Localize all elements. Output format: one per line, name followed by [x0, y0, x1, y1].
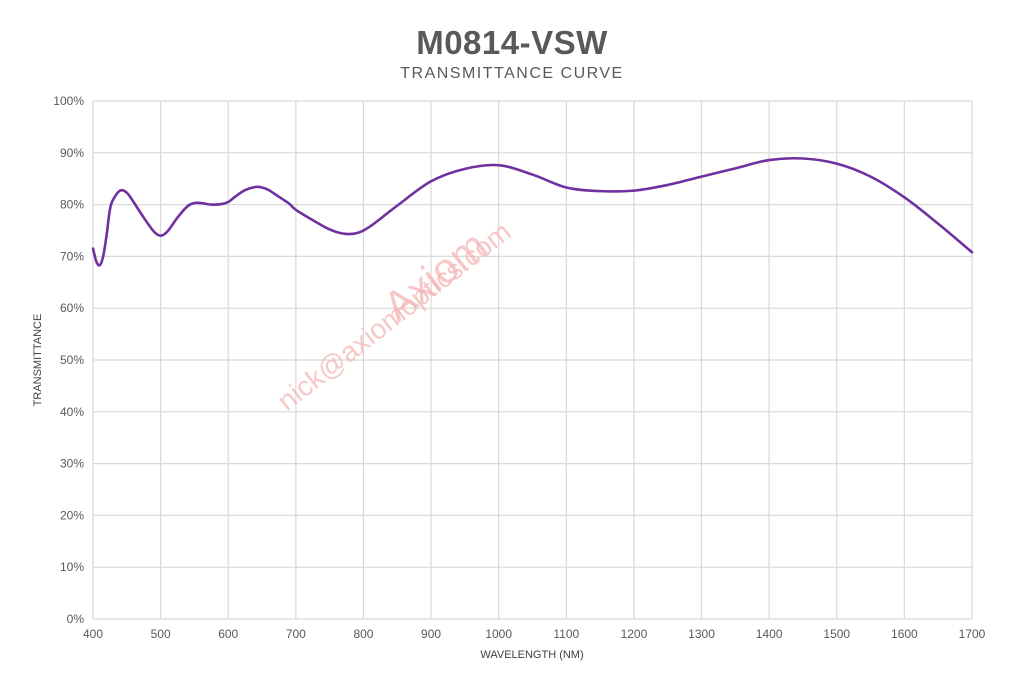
watermark-email: nick@axiomoptics.com — [272, 216, 517, 417]
x-axis-ticks: 400 500 600 700 800 900 1000 1100 1200 1300 1400 15… — [83, 627, 986, 641]
x-tick-label: 1000 — [485, 627, 512, 641]
y-tick-label: 0% — [67, 612, 85, 626]
series — [91, 156, 974, 267]
y-tick-label: 50% — [60, 353, 84, 367]
y-tick-label: 40% — [60, 405, 84, 419]
x-tick-label: 1400 — [756, 627, 783, 641]
chart-title: M0814-VSW — [416, 24, 608, 61]
x-tick-label: 1100 — [553, 627, 579, 641]
x-tick-label: 700 — [286, 627, 306, 641]
x-tick-label: 400 — [83, 627, 103, 641]
y-tick-label: 30% — [60, 457, 84, 471]
x-tick-label: 1300 — [688, 627, 715, 641]
x-tick-label: 1700 — [959, 627, 986, 641]
y-axis-ticks: 0% 10% 20% 30% 40% 50% 60% 70% 80% 90% 100% — [53, 94, 84, 626]
x-tick-label: 900 — [421, 627, 441, 641]
x-tick-label: 1500 — [823, 627, 850, 641]
y-tick-label: 100% — [53, 94, 84, 108]
y-tick-label: 70% — [60, 249, 84, 263]
y-tick-label: 20% — [60, 508, 84, 522]
x-tick-label: 600 — [218, 627, 238, 641]
x-axis-title: WAVELENGTH (NM) — [480, 649, 583, 661]
y-tick-label: 80% — [60, 198, 84, 212]
x-tick-label: 800 — [353, 627, 373, 641]
watermark: Axiom nick@axiomoptics.com — [272, 216, 517, 417]
y-tick-label: 90% — [60, 146, 84, 160]
transmittance-line — [91, 156, 974, 267]
grid — [92, 100, 973, 620]
x-tick-label: 1600 — [891, 627, 918, 641]
y-axis-title: TRANSMITTANCE — [32, 314, 44, 407]
x-tick-label: 500 — [151, 627, 171, 641]
y-tick-label: 60% — [60, 301, 84, 315]
chart-subtitle: TRANSMITTANCE CURVE — [400, 65, 624, 82]
y-tick-label: 10% — [60, 560, 84, 574]
x-tick-label: 1200 — [621, 627, 648, 641]
